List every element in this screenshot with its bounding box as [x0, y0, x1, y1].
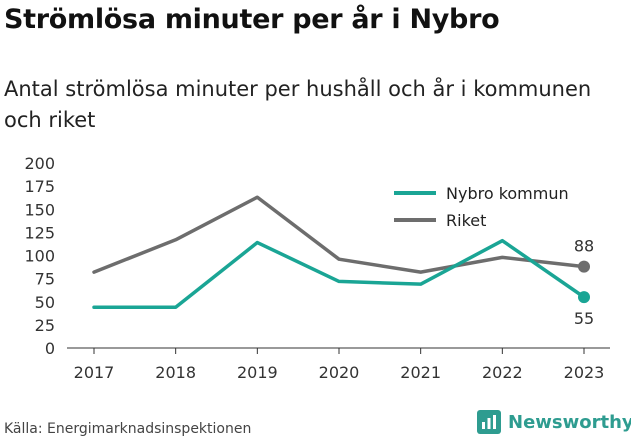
y-tick-label: 175: [24, 177, 55, 196]
y-tick-label: 50: [35, 293, 55, 312]
data-label-riket: 88: [574, 237, 594, 256]
y-tick-label: 0: [45, 339, 55, 358]
y-tick-label: 125: [24, 223, 55, 242]
chart-title: Strömlösa minuter per år i Nybro: [4, 4, 500, 35]
line-chart: 0 25 50 75 100 125 150 175 200 2017 2018 2019 2020 20…: [24, 154, 610, 382]
brand-name: Newsworthy: [508, 411, 631, 433]
legend-label-nybro: Nybro kommun: [446, 184, 569, 203]
y-tick-label: 25: [35, 316, 55, 335]
legend-label-riket: Riket: [446, 211, 486, 230]
newsworthy-icon: [477, 410, 501, 434]
x-tick-label: 2017: [74, 363, 115, 382]
y-tick-label: 200: [24, 154, 55, 173]
chart-subtitle: Antal strömlösa minuter per hushåll och …: [4, 77, 592, 132]
x-tick-label: 2021: [400, 363, 441, 382]
series-line-riket: [92, 195, 586, 274]
x-tick-label: 2018: [155, 363, 196, 382]
x-tick-label: 2022: [482, 363, 523, 382]
y-tick-label: 150: [24, 200, 55, 219]
series-line-nybro: [92, 238, 586, 310]
newsworthy-logo: Newsworthy: [477, 410, 631, 434]
series-end-point-nybro: [578, 291, 590, 304]
source-note: Källa: Energimarknadsinspektionen: [4, 421, 252, 437]
x-tick-label: 2020: [319, 363, 360, 382]
series-end-point-riket: [578, 260, 590, 273]
data-label-nybro: 55: [574, 309, 594, 328]
legend-background: [384, 178, 596, 234]
y-tick-label: 75: [35, 270, 55, 289]
y-tick-label: 100: [24, 247, 55, 266]
x-tick-label: 2023: [564, 363, 605, 382]
x-tick-label: 2019: [237, 363, 278, 382]
